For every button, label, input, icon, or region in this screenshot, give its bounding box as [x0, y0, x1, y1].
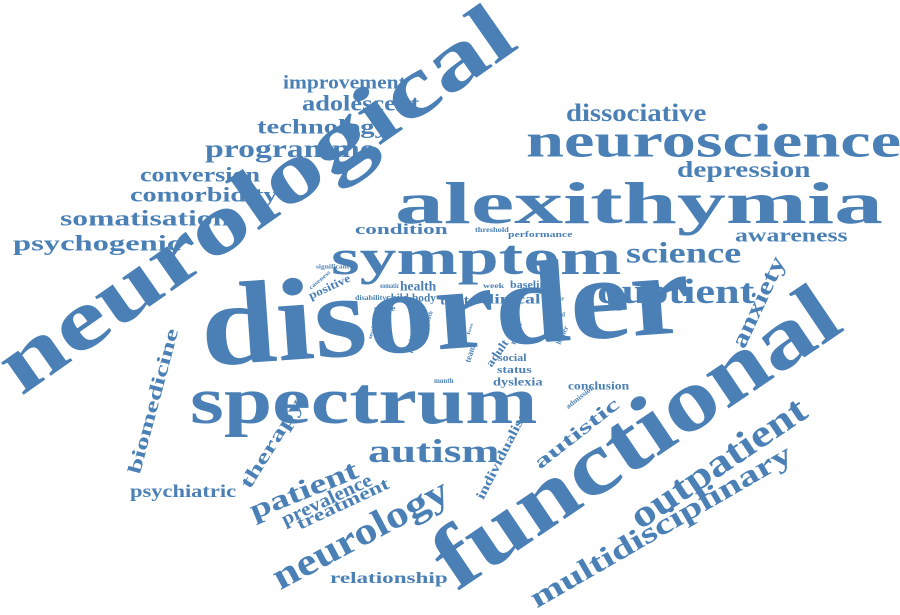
word-depression: depression	[677, 157, 811, 184]
word-dissociative: dissociative	[566, 100, 707, 127]
word-clinical: clinical	[480, 291, 541, 307]
word-body: body	[412, 290, 436, 305]
word-awareness: awareness	[735, 225, 848, 247]
word-child: child	[386, 292, 409, 304]
word-programme: programme	[205, 136, 375, 163]
word-somatic: somatic	[380, 281, 400, 291]
word-neuroscience: neuroscience	[526, 115, 900, 168]
word-topic: topic	[545, 306, 560, 312]
word-science: science	[626, 237, 742, 270]
word-trait: trait	[440, 292, 469, 308]
word-adolescent: adolescent	[302, 90, 420, 116]
word-psychiatric: psychiatric	[130, 480, 237, 501]
word-baseline: baseline	[510, 279, 552, 291]
word-score: score	[374, 302, 396, 313]
word-significant: significant	[316, 264, 350, 271]
word-biomedicine: biomedicine	[124, 326, 184, 477]
word-health: health	[400, 278, 437, 294]
word-autism: autism	[368, 434, 500, 471]
word-conversion: conversion	[140, 164, 260, 187]
word-social: social	[498, 352, 527, 364]
word-life: life	[445, 313, 457, 327]
word-performance: performance	[508, 228, 573, 239]
word-mediate: mediate	[544, 296, 564, 303]
word-month: month	[434, 376, 454, 386]
word-method: method	[544, 312, 565, 319]
word-threshold: threshold	[475, 225, 509, 235]
word-week: week	[483, 281, 505, 291]
word-comorbidity: comorbidity	[130, 184, 278, 207]
word-improvement: improvement	[283, 72, 406, 94]
word-spectrum: spectrum	[190, 365, 538, 439]
word-conclusion: conclusion	[568, 378, 630, 393]
word-disability: disability	[355, 293, 387, 303]
word-dyslexia: dyslexia	[493, 374, 543, 389]
word-symptom: symptom	[331, 229, 622, 285]
word-alexithymia: alexithymia	[395, 170, 883, 236]
word-technology: technology	[257, 116, 389, 139]
word-quotient: quotient	[597, 271, 755, 311]
word-status: status	[497, 364, 532, 376]
word-relationship: relationship	[330, 569, 448, 588]
word-psychogenic: psychogenic	[13, 230, 182, 256]
word-somatisation: somatisation	[60, 205, 231, 231]
word-group: group	[545, 321, 560, 327]
word-condition: condition	[355, 222, 448, 239]
